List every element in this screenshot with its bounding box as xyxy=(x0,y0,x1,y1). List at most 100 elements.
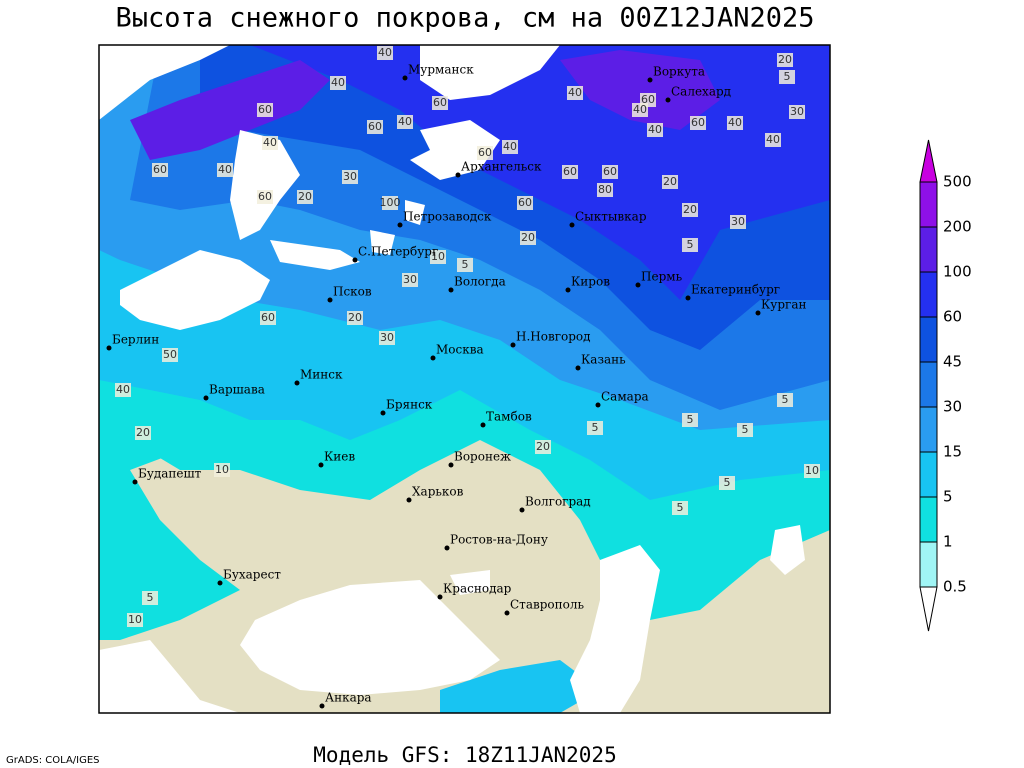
city-dot xyxy=(294,380,300,386)
contour-label-box xyxy=(379,331,395,345)
contour-label: 60 xyxy=(518,196,532,209)
contour-label: 30 xyxy=(403,273,417,286)
contour-label-box xyxy=(662,175,678,189)
city-label: Вологда xyxy=(454,275,506,289)
city-label: Тамбов xyxy=(486,410,532,424)
contour-label-box xyxy=(517,196,533,210)
city-dot xyxy=(217,580,223,586)
contour-label: 5 xyxy=(462,258,469,271)
contour-label-box xyxy=(535,440,551,454)
city-dot xyxy=(455,172,461,178)
contour-label: 80 xyxy=(598,183,612,196)
contour-label: 5 xyxy=(742,423,749,436)
water xyxy=(450,570,490,595)
contour-label-box xyxy=(765,133,781,147)
contour-label: 10 xyxy=(431,250,445,263)
city-label: Мурманск xyxy=(408,63,474,77)
contour-label-box xyxy=(737,423,753,437)
legend-swatch xyxy=(919,361,938,408)
legend-arrow-high xyxy=(919,139,938,183)
contour-label: 60 xyxy=(478,146,492,159)
city-label: Волгоград xyxy=(525,495,591,509)
city-label: Минск xyxy=(300,368,343,382)
city-label: Брянск xyxy=(386,398,433,412)
contour-label-box xyxy=(730,215,746,229)
city-label: Пермь xyxy=(641,270,683,284)
contour-label: 10 xyxy=(805,464,819,477)
city-dot xyxy=(203,395,209,401)
city-dot xyxy=(106,345,112,351)
contour-label-box xyxy=(260,311,276,325)
legend-label: 500 xyxy=(943,173,972,191)
contour-label: 5 xyxy=(677,501,684,514)
contour-label-box xyxy=(257,190,273,204)
city-dot xyxy=(132,479,138,485)
city-label: Варшава xyxy=(209,383,265,397)
contour-label: 40 xyxy=(648,123,662,136)
contour-label-box xyxy=(632,103,648,117)
city-dot xyxy=(437,594,443,600)
contour-label-box xyxy=(430,250,446,264)
contour-label-box xyxy=(719,476,735,490)
water xyxy=(770,525,805,575)
contour-label-box xyxy=(777,393,793,407)
city-dot xyxy=(318,462,324,468)
contour-label: 60 xyxy=(153,163,167,176)
legend-label: 1 xyxy=(943,533,953,551)
city-dot xyxy=(397,222,403,228)
contour-label: 20 xyxy=(348,311,362,324)
city-label: Казань xyxy=(581,353,626,367)
snow-zone xyxy=(130,60,330,160)
city-label: Киров xyxy=(571,275,610,289)
legend-swatch xyxy=(919,226,938,273)
city-label: Харьков xyxy=(412,485,464,499)
contour-label-box xyxy=(682,413,698,427)
city-dot xyxy=(480,422,486,428)
city-label: Ростов-на-Дону xyxy=(450,533,548,547)
contour-label-box xyxy=(457,258,473,272)
contour-label: 60 xyxy=(691,116,705,129)
city-label: Воркута xyxy=(653,65,705,79)
water xyxy=(240,580,500,695)
contour-label-box xyxy=(682,203,698,217)
city-dot xyxy=(519,507,525,513)
city-label: Псков xyxy=(333,285,372,299)
model-caption: Модель GFS: 18Z11JAN2025 xyxy=(313,743,616,767)
contour-label-box xyxy=(297,190,313,204)
contour-label-box xyxy=(477,146,493,160)
contour-label: 20 xyxy=(778,53,792,66)
legend-label: 45 xyxy=(943,353,962,371)
city-dot xyxy=(448,287,454,293)
contour-label-box xyxy=(377,46,393,60)
contour-label: 20 xyxy=(136,426,150,439)
snow-zone xyxy=(440,660,600,713)
city-dot xyxy=(444,545,450,551)
contour-label: 60 xyxy=(368,120,382,133)
city-dot xyxy=(647,77,653,83)
city-label: Самара xyxy=(601,390,649,404)
contour-label-box xyxy=(257,103,273,117)
contour-label: 50 xyxy=(163,348,177,361)
water xyxy=(370,230,395,255)
city-dot xyxy=(569,222,575,228)
water xyxy=(99,640,240,713)
contour-label-box xyxy=(397,115,413,129)
city-label: Бухарест xyxy=(223,568,281,582)
contour-label-box xyxy=(690,116,706,130)
contour-label: 60 xyxy=(258,190,272,203)
legend-label: 0.5 xyxy=(943,578,967,596)
legend-swatch xyxy=(919,181,938,228)
contour-label: 30 xyxy=(380,331,394,344)
legend-arrow-low xyxy=(919,586,938,632)
city-dot xyxy=(665,97,671,103)
city-label: Екатеринбург xyxy=(691,283,780,297)
contour-label: 60 xyxy=(261,311,275,324)
snow-zone xyxy=(560,50,720,130)
city-label: Анкара xyxy=(325,691,372,705)
contour-label-box xyxy=(152,163,168,177)
contour-label-box xyxy=(647,123,663,137)
legend-label: 30 xyxy=(943,398,962,416)
